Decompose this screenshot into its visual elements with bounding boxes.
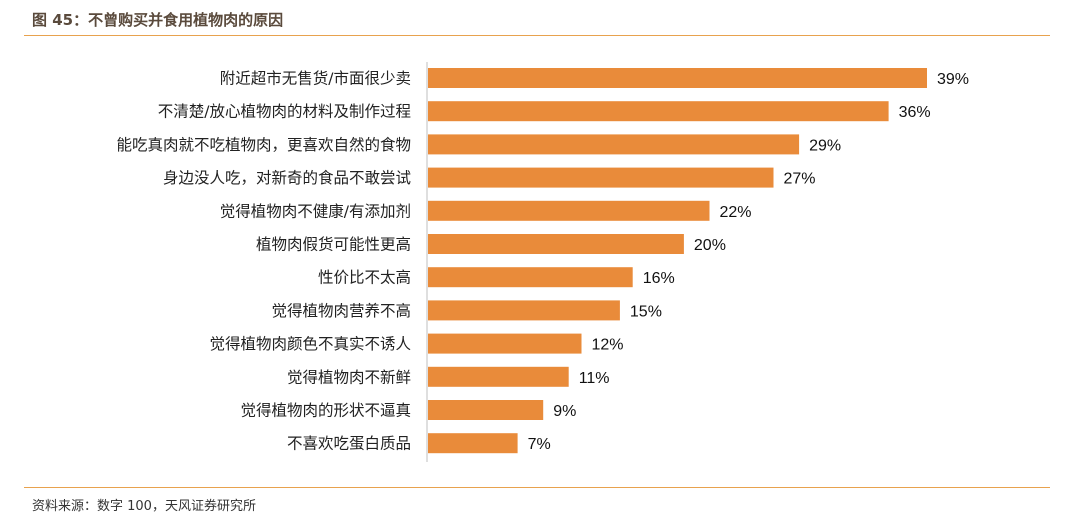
category-label: 身边没人吃，对新奇的食品不敢尝试 [163,169,411,187]
value-label: 29% [809,137,841,154]
category-label: 觉得植物肉颜色不真实不诱人 [209,335,411,353]
category-label: 不清楚/放心植物肉的材料及制作过程 [158,103,411,121]
bar-1 [428,68,927,88]
bar-9 [428,333,582,354]
value-label: 11% [579,370,610,387]
category-label: 觉得植物肉不新鲜 [287,368,411,386]
category-label: 觉得植物肉的形状不逼真 [240,402,411,420]
category-label: 觉得植物肉不健康/有添加剂 [220,202,411,220]
category-label: 能吃真肉就不吃植物肉，更喜欢自然的食物 [116,136,411,154]
bar-7 [428,267,633,288]
bar-10 [428,366,569,387]
category-label: 附近超市无售货/市面很少卖 [220,70,411,88]
category-label: 觉得植物肉营养不高 [271,302,411,320]
value-label: 12% [592,337,624,354]
category-label: 植物肉假货可能性更高 [256,236,411,254]
category-label: 不喜欢吃蛋白质品 [287,435,411,453]
bar-2 [428,101,889,122]
bar-6 [428,234,684,254]
figure-title: 图 45：不曾购买并食用植物肉的原因 [32,11,284,29]
bar-3 [428,134,800,155]
source-note: 资料来源：数字 100，天风证券研究所 [32,499,256,514]
value-label: 15% [630,303,662,320]
title-divider [24,35,1050,36]
value-label: 27% [784,171,816,188]
bar-12 [428,433,518,454]
bar-4 [428,167,774,188]
source-divider [24,487,1050,488]
value-label: 39% [937,71,969,88]
value-label: 7% [528,436,551,453]
value-label: 16% [643,270,675,287]
value-label: 20% [694,237,726,254]
bar-11 [428,400,544,420]
value-label: 9% [553,403,576,420]
category-label: 性价比不太高 [318,269,411,287]
value-label: 22% [720,204,752,221]
bar-5 [428,200,710,221]
value-label: 36% [899,104,931,121]
bar-8 [428,300,620,321]
